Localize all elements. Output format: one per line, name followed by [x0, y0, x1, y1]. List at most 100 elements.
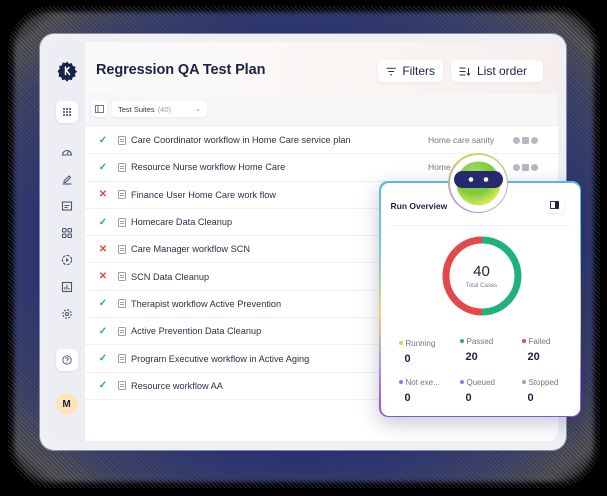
check-icon: ✓ [98, 353, 108, 365]
run-overview-panel: Run Overview 40 Total Cases Running 0 Pa… [379, 181, 581, 417]
row-title: Homecare Data Cleanup [131, 217, 233, 228]
row-tag: Home care sanity [428, 135, 495, 146]
chrome-icon [513, 136, 520, 144]
table-row[interactable]: ✓ Program Executive workflow in Active A… [85, 345, 558, 373]
stat-failed: Failed 20 [521, 337, 582, 363]
panel-right-icon [550, 200, 559, 209]
document-icon [118, 244, 126, 254]
run-overview-title: Run Overview [390, 200, 448, 211]
row-title: Care Coordinator workflow in Home Care s… [131, 135, 351, 146]
chart-icon [61, 281, 72, 293]
sidebar-item-modules[interactable] [60, 226, 74, 240]
table-row[interactable]: ✓ Resource workflow AA [85, 373, 558, 400]
total-cases-donut: 40 Total Cases [442, 236, 522, 316]
document-icon [118, 381, 126, 391]
main-content: Regression QA Test Plan Filters List ord… [85, 42, 558, 441]
toggle-panel-button[interactable] [91, 101, 107, 117]
sidebar-item-edit[interactable] [60, 172, 74, 186]
platform-icons [513, 163, 538, 171]
pencil-icon [62, 175, 71, 185]
grid-icon [62, 108, 71, 116]
document-icon [118, 190, 126, 200]
sidebar-item-reports[interactable] [60, 280, 74, 294]
chrome-icon [513, 163, 520, 171]
passed-dot-icon [459, 339, 464, 343]
sidebar-item-apps[interactable] [55, 101, 78, 123]
settings-icon [531, 136, 538, 144]
row-title: SCN Data Cleanup [131, 271, 210, 282]
sort-icon [459, 67, 471, 76]
running-dot-icon [398, 341, 403, 345]
page-title: Regression QA Test Plan [96, 62, 266, 78]
app-logo-icon[interactable] [56, 60, 78, 82]
stopped-dot-icon [521, 380, 526, 384]
check-icon: ✓ [98, 216, 108, 228]
table-row[interactable]: ✕ SCN Data Cleanup [85, 263, 558, 291]
document-icon [118, 326, 126, 336]
document-icon [118, 354, 126, 364]
sidebar-item-documents[interactable] [60, 199, 74, 213]
list-order-button[interactable]: List order [451, 60, 543, 82]
document-icon [118, 135, 126, 145]
table-row[interactable]: ✕ Care Manager workflow SCN [85, 236, 558, 264]
windows-icon [522, 136, 529, 144]
suite-select-label: Test Suites [118, 104, 155, 114]
table-row[interactable]: ✓ Care Coordinator workflow in Home Care… [85, 127, 558, 155]
app-frame: M Regression QA Test Plan Filters List o… [48, 42, 558, 441]
sidebar-item-runs[interactable] [60, 253, 74, 267]
check-icon: ✓ [98, 161, 108, 173]
sidebar-panel-icon [94, 105, 104, 113]
list-toolbar: Test Suites (40) ⌄ [85, 94, 558, 126]
platform-icons [513, 136, 538, 144]
cross-icon: ✕ [98, 189, 108, 201]
avatar[interactable]: M [55, 393, 78, 415]
collapse-panel-button[interactable] [545, 196, 564, 213]
table-row[interactable]: ✓ Therapist workflow Active Prevention [85, 291, 558, 319]
row-title: Resource Nurse workflow Home Care [131, 162, 286, 173]
question-icon [61, 355, 72, 365]
test-list: ✓ Care Coordinator workflow in Home Care… [85, 127, 558, 400]
check-icon: ✓ [98, 325, 108, 337]
squares-icon [61, 227, 72, 239]
filters-button[interactable]: Filters [378, 60, 443, 82]
cross-icon: ✕ [98, 271, 108, 283]
filter-icon [386, 67, 396, 75]
row-title: Care Manager workflow SCN [131, 244, 250, 255]
queued-dot-icon [459, 380, 464, 384]
divider [390, 224, 570, 226]
sidebar-item-settings[interactable] [60, 307, 74, 321]
document-icon [118, 299, 126, 309]
table-row[interactable]: ✓ Homecare Data Cleanup [85, 209, 558, 237]
table-row[interactable]: ✓ Resource Nurse workflow Home Care Home [85, 154, 558, 182]
filters-label: Filters [402, 64, 435, 78]
play-circle-icon [61, 254, 72, 266]
robot-face-icon [453, 161, 503, 205]
settings-icon [531, 163, 538, 171]
not-executed-dot-icon [398, 380, 403, 384]
speedometer-icon [61, 149, 72, 156]
sidebar-item-dashboard[interactable] [60, 145, 74, 159]
row-title: Active Prevention Data Cleanup [131, 326, 262, 337]
row-title: Program Executive workflow in Active Agi… [131, 353, 310, 364]
check-icon: ✓ [98, 380, 108, 392]
cross-icon: ✕ [98, 243, 108, 255]
robot-mascot-avatar[interactable] [448, 153, 508, 213]
total-cases-label: Total Cases [465, 282, 498, 289]
test-suites-dropdown[interactable]: Test Suites (40) ⌄ [112, 101, 207, 117]
row-tag: Home [428, 162, 451, 173]
table-row[interactable]: ✓ Active Prevention Data Cleanup [85, 318, 558, 346]
help-button[interactable] [55, 349, 78, 371]
row-title: Finance User Home Care work flow [131, 189, 277, 200]
row-title: Therapist workflow Active Prevention [131, 298, 282, 309]
failed-dot-icon [521, 339, 526, 343]
page-header: Regression QA Test Plan Filters List ord… [85, 42, 558, 94]
suite-count: (40) [157, 104, 172, 114]
table-row[interactable]: ✕ Finance User Home Care work flow [85, 182, 558, 209]
document-icon [118, 162, 126, 172]
stat-running: Running 0 [398, 339, 459, 365]
stat-passed: Passed 20 [459, 337, 520, 363]
total-cases-value: 40 [473, 262, 490, 280]
sidebar: M [48, 42, 85, 441]
chevron-down-icon: ⌄ [195, 106, 201, 113]
gear-icon [61, 309, 72, 319]
